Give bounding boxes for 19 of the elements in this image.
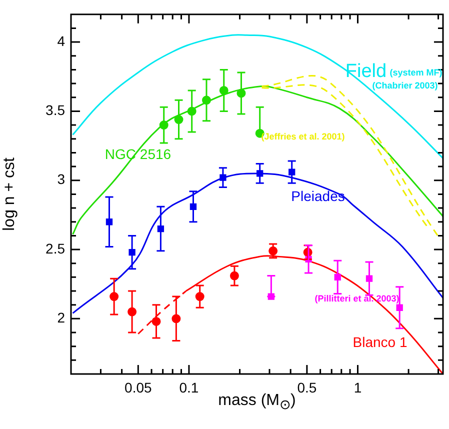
series-label: NGC 2516 xyxy=(104,146,172,162)
x-tick-label: 1 xyxy=(354,379,362,396)
annotation: (system MF) xyxy=(390,67,442,78)
x-tick-label: 0.05 xyxy=(124,379,152,396)
x-tick-label: 0.5 xyxy=(297,379,317,396)
y-tick-label: 4 xyxy=(57,32,66,49)
y-tick-label: 2.5 xyxy=(46,240,66,256)
x-axis-title: mass (M$_{⊙}$) xyxy=(218,392,296,412)
y-tick-label: 2 xyxy=(57,310,66,326)
text: (Jeffries et al. 2001) xyxy=(261,131,345,142)
y-tick-label: 3.5 xyxy=(46,102,66,118)
series-label: Pleiades xyxy=(291,188,345,204)
y-tick-label: 3 xyxy=(57,171,66,188)
annotation: (Chabrier 2003) xyxy=(372,80,438,90)
x-tick-label: 0.1 xyxy=(179,379,199,396)
series-label: (Pillitteri et al. 2003) xyxy=(314,293,400,304)
text: Blanco 1 xyxy=(352,334,408,350)
y-axis-title: log n + cst xyxy=(1,156,18,231)
series-label: Field xyxy=(345,61,387,82)
